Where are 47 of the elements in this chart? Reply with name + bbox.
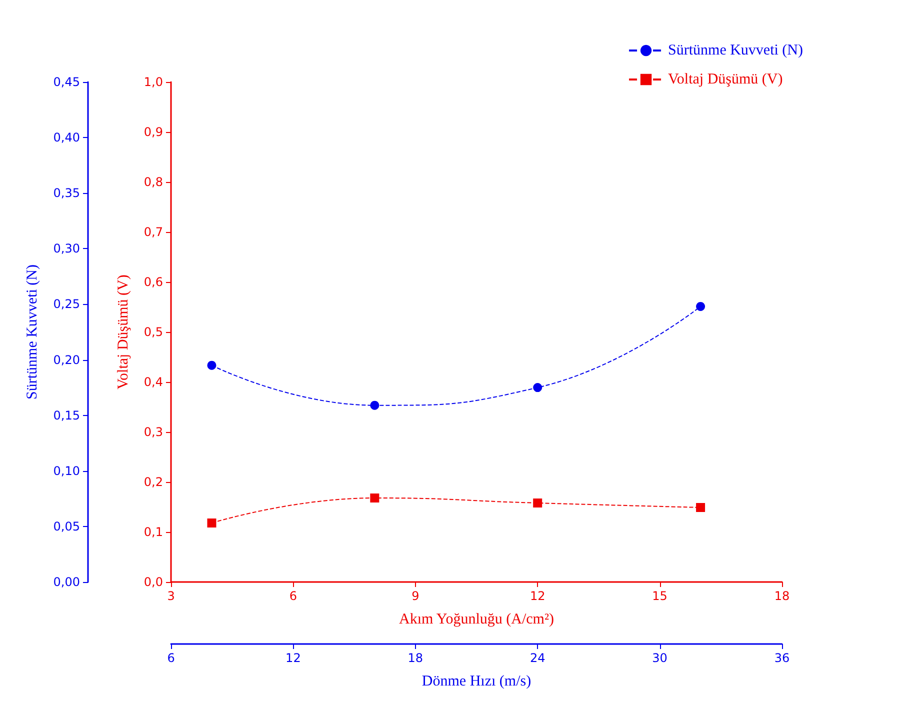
y2-tick-label: 0,6 — [144, 275, 163, 289]
legend-label: Sürtünme Kuvveti (N) — [668, 42, 804, 58]
x-tick-label: 15 — [652, 589, 668, 603]
x-tick-label: 18 — [774, 589, 790, 603]
x-axis-title: Akım Yoğunluğu (A/cm²) — [399, 612, 554, 628]
x2-tick-label: 6 — [167, 651, 175, 665]
x2-tick-label: 18 — [408, 651, 424, 665]
y-tick-label: 0,20 — [53, 352, 80, 367]
y-tick-label: 0,45 — [53, 75, 80, 89]
y-tick-label: 0,25 — [53, 297, 80, 312]
point — [533, 498, 542, 508]
y-tick-label: 0,15 — [53, 408, 80, 422]
y2-tick-label: 0,4 — [144, 375, 163, 389]
x2-axis-title: Dönme Hızı (m/s) — [422, 674, 532, 690]
y-tick-label: 0,35 — [53, 186, 80, 200]
y-tick-label: 0,30 — [53, 242, 80, 256]
y2-tick-label: 0,0 — [144, 575, 163, 589]
x-tick-label: 12 — [530, 589, 546, 603]
y2-tick-label: 0,3 — [144, 425, 163, 439]
y-tick-label: 0,40 — [53, 130, 80, 145]
legend-label: Voltaj Düşümü (V) — [668, 72, 783, 88]
x2-tick-label: 30 — [652, 651, 668, 665]
point — [370, 494, 380, 502]
point — [207, 518, 216, 528]
y2-axis-title: Voltaj Düşümü (V) — [116, 274, 132, 390]
x-tick-label: 9 — [412, 589, 420, 603]
point — [370, 400, 380, 410]
y2-tick-label: 0,8 — [144, 175, 163, 189]
point — [207, 360, 216, 370]
x-tick-label: 3 — [167, 589, 175, 603]
y-tick-label: 0,10 — [53, 464, 80, 478]
y-tick-label: 0,05 — [53, 519, 80, 534]
point — [533, 383, 542, 392]
x2-tick-label: 24 — [530, 651, 546, 665]
y2-tick-label: 0,1 — [144, 525, 163, 539]
x-tick-label: 6 — [289, 589, 298, 603]
x2-tick-label: 36 — [774, 651, 790, 665]
y2-tick-label: 0,2 — [144, 475, 163, 489]
point — [696, 503, 706, 512]
x2-tick-label: 12 — [286, 651, 301, 665]
point — [696, 302, 706, 311]
y-axis-title: Sürtünme Kuvveti (N) — [24, 264, 40, 400]
y2-tick-label: 0,9 — [144, 125, 163, 139]
y2-tick-label: 1,0 — [144, 75, 163, 89]
y2-tick-label: 0,7 — [144, 225, 163, 239]
y2-tick-label: 0,5 — [144, 325, 163, 339]
y-tick-label: 0,00 — [53, 575, 80, 589]
